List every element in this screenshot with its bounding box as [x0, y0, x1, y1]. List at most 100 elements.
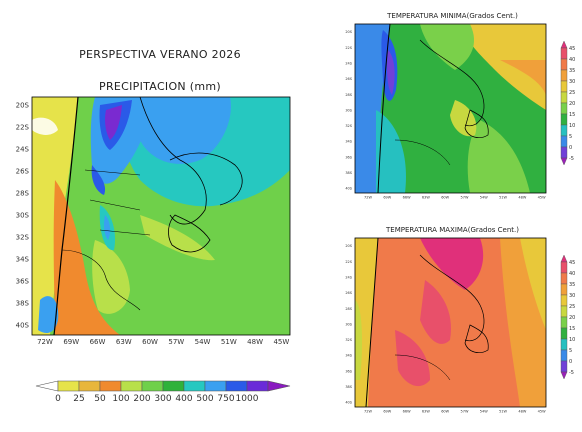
tmax-map-title: TEMPERATURA MAXIMA(Grados Cent.) — [386, 226, 519, 234]
tmax-lon-label: 54W — [480, 410, 488, 414]
tmax-lon-label: 72W — [364, 410, 372, 414]
tmax-legend-swatch — [560, 349, 568, 362]
precip-legend-swatch — [99, 380, 122, 392]
precip-lon-label: 48W — [247, 338, 263, 346]
tmax-lon-label: 63W — [422, 410, 430, 414]
tmin-lon-label: 48W — [518, 196, 526, 200]
precip-lon-label: 72W — [37, 338, 53, 346]
tmax-lat-label: 20S — [345, 244, 352, 248]
precip-lon-label: 66W — [90, 338, 106, 346]
tmax-legend-label: 0 — [569, 359, 572, 365]
tmax-lat-label: 40S — [345, 401, 352, 405]
precip-lat-label: 30S — [16, 212, 30, 220]
tmax-lat-label: 28S — [345, 307, 352, 311]
precip-legend-swatch — [204, 380, 227, 392]
tmin-lat-label: 38S — [345, 171, 352, 175]
precip-lat-label: 32S — [16, 234, 30, 242]
tmax-legend-swatch — [560, 272, 568, 285]
tmax-legend-swatch — [560, 338, 568, 351]
tmax-legend-swatch — [560, 294, 568, 307]
page-title: PERSPECTIVA VERANO 2026 — [79, 48, 241, 61]
precip-legend-swatch — [183, 380, 206, 392]
tmin-lon-label: 51W — [499, 196, 507, 200]
precip-lon-label: 51W — [221, 338, 237, 346]
precip-lat-label: 34S — [16, 256, 30, 264]
tmin-lat-label: 40S — [345, 187, 352, 191]
tmax-lon-label: 51W — [499, 410, 507, 414]
precip-legend-arrow-low — [35, 380, 59, 392]
precip-lat-label: 22S — [16, 123, 30, 131]
tmin-legend-label: -5 — [569, 156, 574, 162]
precip-legend-arrow-high — [267, 380, 291, 392]
precip-lat-label: 40S — [16, 322, 30, 330]
tmax-lat-label: 22S — [345, 260, 352, 264]
precip-lat-label: 20S — [16, 101, 30, 109]
tmax-lon-label: 60W — [441, 410, 449, 414]
precip-lon-label: 57W — [168, 338, 184, 346]
tmin-legend-arrow-high — [560, 40, 568, 49]
tmax-lat-label: 26S — [345, 291, 352, 295]
tmax-lon-label: 66W — [403, 410, 411, 414]
tmax-lon-label: 48W — [518, 410, 526, 414]
tmax-legend-label: 15 — [569, 326, 575, 332]
tmax-legend-swatch — [560, 261, 568, 274]
tmax-lat-label: 32S — [345, 338, 352, 342]
precip-legend-label: 50 — [94, 394, 106, 404]
precip-legend-swatch — [225, 380, 248, 392]
tmin-legend-arrow-low — [560, 157, 568, 166]
tmax-lat-label: 34S — [345, 354, 352, 358]
tmax-legend-label: 5 — [569, 348, 572, 354]
tmin-legend-label: 30 — [569, 79, 575, 85]
tmin-legend-swatch — [560, 135, 568, 148]
tmax-legend-swatch — [560, 327, 568, 340]
precip-legend-swatch — [57, 380, 80, 392]
precip-legend-swatch — [246, 380, 269, 392]
tmin-lon-label: 63W — [422, 196, 430, 200]
tmin-legend-label: 40 — [569, 57, 575, 63]
tmin-lat-label: 24S — [345, 61, 352, 65]
tmax-legend-swatch — [560, 283, 568, 296]
tmax-legend-label: -5 — [569, 370, 574, 376]
tmin-lon-label: 69W — [383, 196, 391, 200]
tmin-legend-label: 5 — [569, 134, 572, 140]
tmin-legend-swatch — [560, 146, 568, 159]
tmin-legend-swatch — [560, 47, 568, 60]
tmax-legend-label: 35 — [569, 282, 575, 288]
tmin-legend-swatch — [560, 113, 568, 126]
tmin-legend-swatch — [560, 91, 568, 104]
tmin-legend-label: 0 — [569, 145, 572, 151]
tmin-lon-label: 60W — [441, 196, 449, 200]
tmin-lon-label: 45W — [538, 196, 546, 200]
tmax-legend-swatch — [560, 316, 568, 329]
tmax-legend-label: 40 — [569, 271, 575, 277]
tmax-lon-label: 45W — [538, 410, 546, 414]
tmax-legend-label: 10 — [569, 337, 575, 343]
precip-legend-label: 500 — [196, 394, 213, 404]
tmin-lat-label: 20S — [345, 30, 352, 34]
tmin-legend-label: 45 — [569, 46, 575, 52]
tmax-legend-arrow-low — [560, 371, 568, 380]
tmin-lat-label: 32S — [345, 124, 352, 128]
tmin-legend-label: 10 — [569, 123, 575, 129]
tmin-legend-swatch — [560, 80, 568, 93]
precip-lon-label: 45W — [273, 338, 289, 346]
tmin-lat-label: 30S — [345, 108, 352, 112]
tmin-lon-label: 72W — [364, 196, 372, 200]
precip-legend-label: 100 — [112, 394, 129, 404]
tmin-lon-label: 66W — [403, 196, 411, 200]
tmax-lon-label: 69W — [383, 410, 391, 414]
precip-legend-label: 300 — [154, 394, 171, 404]
precip-lon-label: 60W — [142, 338, 158, 346]
precip-lat-label: 24S — [16, 145, 30, 153]
tmin-legend-label: 35 — [569, 68, 575, 74]
tmin-legend-swatch — [560, 58, 568, 71]
tmax-lat-label: 30S — [345, 322, 352, 326]
tmin-lat-label: 36S — [345, 155, 352, 159]
tmax-lat-label: 24S — [345, 275, 352, 279]
precip-legend-label: 1000 — [236, 394, 259, 404]
tmin-lat-label: 22S — [345, 46, 352, 50]
precip-lon-label: 63W — [116, 338, 132, 346]
precip-legend-swatch — [120, 380, 143, 392]
tmin-legend-swatch — [560, 69, 568, 82]
tmin-legend-label: 15 — [569, 112, 575, 118]
